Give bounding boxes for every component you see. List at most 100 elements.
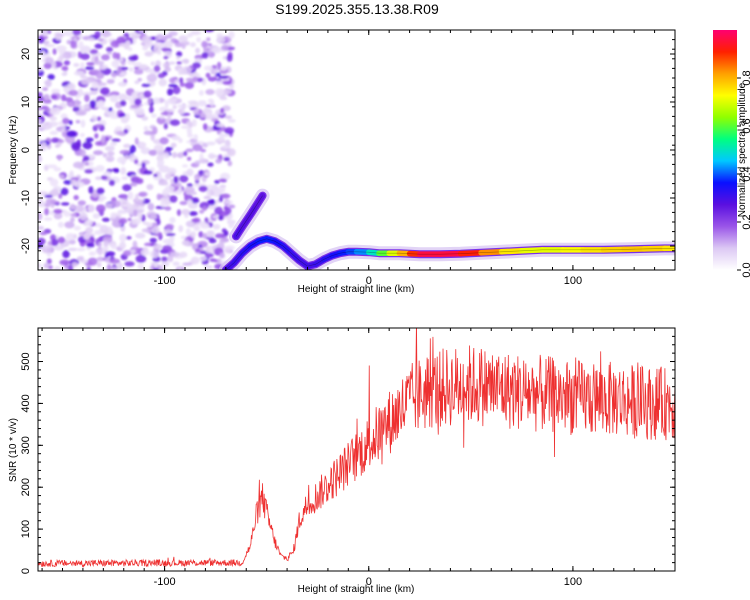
noise-blob [179,174,189,183]
colorbar-tick-label: 0.2 [741,214,750,229]
noise-blob [203,65,214,71]
noise-blob [109,94,119,103]
noise-blob [52,48,57,55]
noise-blob [57,154,62,161]
noise-blob [223,246,233,253]
noise-blob [105,251,116,257]
noise-blob [224,115,233,120]
noise-blob [170,142,177,148]
noise-blob [137,211,143,220]
noise-blob [199,256,208,262]
noise-blob [123,154,130,160]
noise-blob [141,116,149,121]
noise-blob [82,91,93,97]
noise-blob [127,217,132,222]
noise-blob [64,221,75,229]
noise-blob [151,226,160,234]
noise-blob [88,186,94,194]
noise-blob [156,218,161,226]
noise-blob [171,151,178,159]
noise-blob [218,196,223,203]
noise-blob [120,61,126,66]
noise-blob [123,143,131,149]
noise-blob [199,201,210,210]
noise-blob [156,150,165,156]
noise-blob [61,65,69,72]
ridge-segment [478,249,505,256]
noise-blob [146,183,154,191]
noise-blob [208,154,219,159]
noise-blob [43,40,50,45]
noise-blob [94,141,103,146]
noise-blob [75,247,86,252]
noise-blob [51,88,61,94]
noise-blob [185,220,195,228]
noise-blob [173,176,179,184]
noise-blob [82,141,93,150]
noise-blob [204,265,213,269]
noise-blob [178,225,184,233]
noise-blob [125,113,130,121]
noise-blob [110,200,121,208]
noise-blob [63,211,71,217]
noise-blob [166,88,174,96]
noise-blob [94,31,101,39]
noise-blob [213,188,223,196]
spectrogram-marks [38,30,675,270]
noise-blob [134,159,139,165]
snr-xtick-label: 100 [564,576,582,588]
noise-blob [60,202,70,206]
noise-blob [44,207,50,216]
noise-blob [110,141,117,147]
noise-blob [70,40,77,49]
noise-blob [181,208,191,216]
noise-blob [118,93,128,102]
noise-blob [215,80,225,85]
noise-blob [105,155,115,163]
noise-blob [86,62,95,66]
noise-blob [122,250,132,257]
noise-blob [99,89,109,94]
noise-blob [192,62,201,69]
spectrogram-xtick-label: -100 [154,275,176,287]
noise-blob [163,55,169,60]
noise-blob [125,236,132,240]
noise-blob [198,158,208,164]
noise-blob [128,55,138,62]
noise-blob [218,178,227,183]
noise-blob [66,130,77,138]
noise-blob [155,34,165,43]
noise-blob [117,65,122,74]
noise-blob [73,70,85,76]
snr-frame [37,327,676,572]
noise-blob [168,31,178,37]
noise-blob [123,128,129,134]
noise-blob [123,42,130,50]
noise-blob [60,187,69,196]
noise-blob [187,133,194,138]
noise-blob [93,60,105,66]
noise-blob [227,118,236,123]
snr-ytick-label: 0 [20,568,32,574]
noise-blob [207,230,214,238]
noise-blob [192,144,203,152]
noise-blob [183,151,188,157]
noise-blob [134,66,139,70]
noise-blob [87,257,98,266]
noise-blob [108,179,116,186]
noise-blob [228,31,235,39]
noise-blob [191,218,200,223]
noise-blob [205,112,212,117]
noise-blob [140,249,150,256]
noise-blob [194,222,200,230]
noise-blob [61,125,66,133]
snr-marks [38,328,675,568]
noise-blob [111,138,121,143]
noise-blob [63,60,71,66]
noise-blob [201,40,208,48]
noise-blob [80,53,90,60]
noise-blob [38,197,43,203]
noise-blob [206,188,211,197]
noise-blob [66,39,72,45]
